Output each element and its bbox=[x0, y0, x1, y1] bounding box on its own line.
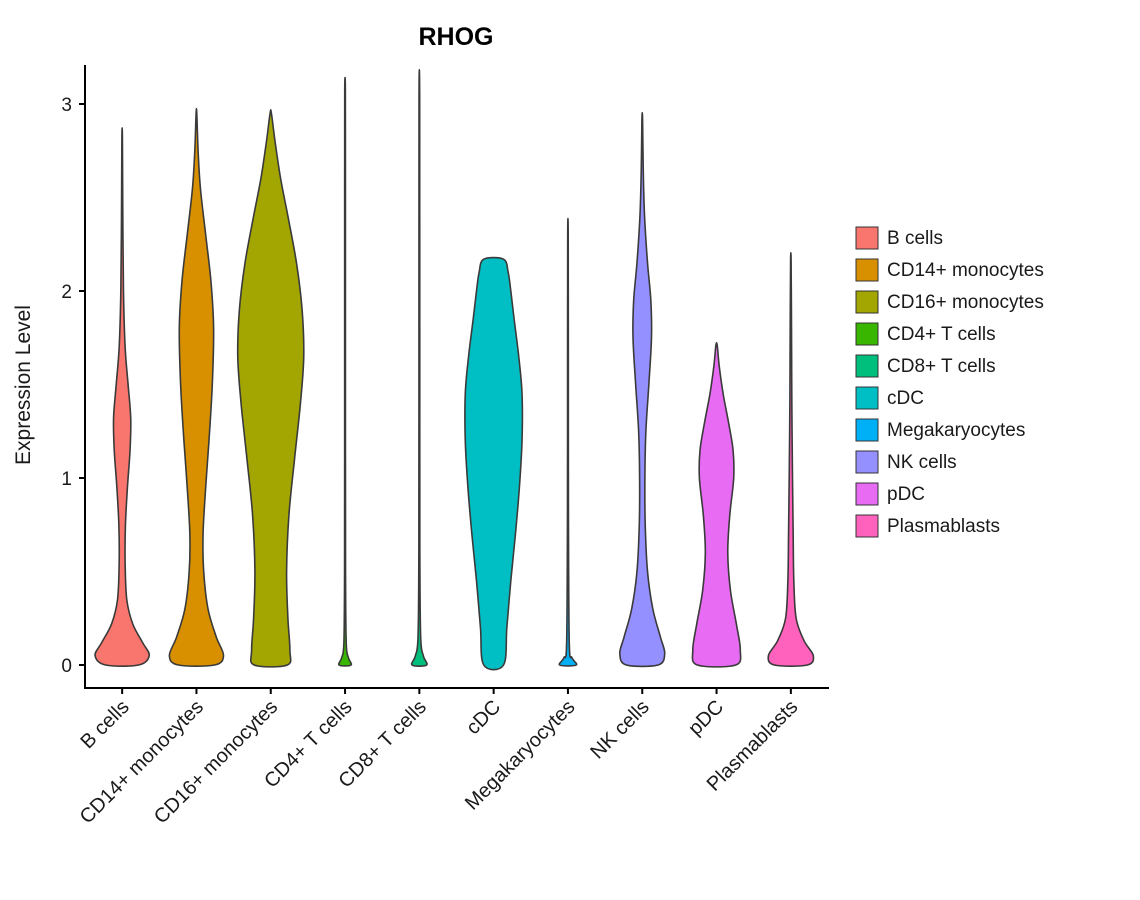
violin-cd8-t-cells bbox=[410, 69, 428, 667]
violin-cd16-monocytes bbox=[236, 109, 305, 668]
legend-item-pdc: pDC bbox=[855, 482, 925, 506]
legend-swatch-cd8-t-cells bbox=[855, 354, 879, 378]
legend-item-cd14-monocytes: CD14+ monocytes bbox=[855, 258, 1044, 282]
legend-item-plasmablasts: Plasmablasts bbox=[855, 514, 1000, 538]
violin-plasmablasts bbox=[767, 251, 815, 667]
y-tick-label: 2 bbox=[61, 282, 72, 303]
legend-label-pdc: pDC bbox=[887, 484, 925, 505]
legend-label-cdc: cDC bbox=[887, 388, 924, 409]
legend-item-cdc: cDC bbox=[855, 386, 924, 410]
legend: B cells CD14+ monocytes CD16+ monocytes CD4… bbox=[855, 226, 1044, 538]
legend-label-cd16-monocytes: CD16+ monocytes bbox=[887, 292, 1044, 313]
legend-item-cd4-t-cells: CD4+ T cells bbox=[855, 322, 996, 346]
axes bbox=[84, 65, 829, 689]
x-tick-label-cd14-monocytes: CD14+ monocytes bbox=[76, 696, 208, 828]
legend-item-megakaryocytes: Megakaryocytes bbox=[855, 418, 1025, 442]
legend-item-b-cells: B cells bbox=[855, 226, 943, 250]
violins bbox=[94, 69, 815, 671]
legend-swatch-cdc bbox=[855, 386, 879, 410]
legend-item-cd8-t-cells: CD8+ T cells bbox=[855, 354, 996, 378]
y-tick-label: 3 bbox=[61, 95, 72, 116]
violin-cd4-t-cells bbox=[337, 76, 353, 667]
y-axis-label: Expression Level bbox=[12, 305, 35, 465]
violin-pdc bbox=[691, 341, 742, 668]
legend-swatch-cd16-monocytes bbox=[855, 290, 879, 314]
y-axis-ticks: 0 1 2 3 bbox=[61, 95, 85, 677]
legend-label-cd4-t-cells: CD4+ T cells bbox=[887, 324, 996, 345]
legend-label-cd14-monocytes: CD14+ monocytes bbox=[887, 260, 1044, 281]
legend-swatch-plasmablasts bbox=[855, 514, 879, 538]
violin-cd14-monocytes bbox=[168, 107, 225, 667]
x-tick-label-nk-cells: NK cells bbox=[586, 696, 653, 763]
chart-title: RHOG bbox=[419, 23, 494, 51]
legend-label-nk-cells: NK cells bbox=[887, 452, 957, 473]
y-tick-label: 0 bbox=[61, 656, 72, 677]
legend-item-nk-cells: NK cells bbox=[855, 450, 957, 474]
legend-label-megakaryocytes: Megakaryocytes bbox=[887, 420, 1025, 441]
legend-swatch-pdc bbox=[855, 482, 879, 506]
legend-swatch-b-cells bbox=[855, 226, 879, 250]
violin-b-cells bbox=[94, 127, 151, 667]
legend-swatch-cd4-t-cells bbox=[855, 322, 879, 346]
x-tick-label-pdc: pDC bbox=[684, 696, 728, 740]
legend-label-cd8-t-cells: CD8+ T cells bbox=[887, 356, 996, 377]
y-tick-label: 1 bbox=[61, 469, 72, 490]
legend-label-b-cells: B cells bbox=[887, 228, 943, 249]
legend-item-cd16-monocytes: CD16+ monocytes bbox=[855, 290, 1044, 314]
violin-megakaryocytes bbox=[558, 217, 578, 667]
legend-label-plasmablasts: Plasmablasts bbox=[887, 516, 1000, 537]
x-tick-label-b-cells: B cells bbox=[76, 696, 133, 753]
violin-nk-cells bbox=[619, 111, 666, 668]
x-tick-label-cd16-monocytes: CD16+ monocytes bbox=[150, 696, 282, 828]
legend-swatch-cd14-monocytes bbox=[855, 258, 879, 282]
violin-cdc bbox=[464, 256, 524, 671]
legend-swatch-megakaryocytes bbox=[855, 418, 879, 442]
x-tick-label-cdc: cDC bbox=[462, 696, 505, 739]
legend-swatch-nk-cells bbox=[855, 450, 879, 474]
